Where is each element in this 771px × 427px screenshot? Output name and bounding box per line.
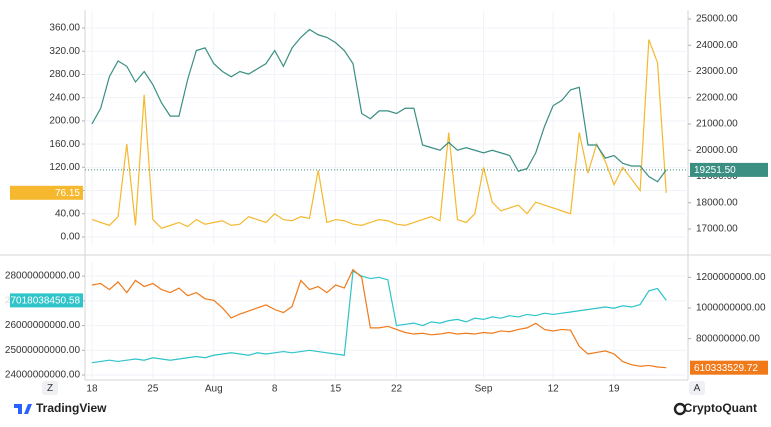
y-tick-label: 23000.00	[696, 66, 738, 77]
last-value-badge	[10, 293, 83, 308]
series-line	[91, 270, 667, 364]
last-value-badge	[690, 360, 768, 375]
last-value-label: 610333529.72	[694, 363, 758, 374]
x-tick-label: Aug	[205, 384, 223, 395]
y-tick-label: 200.00	[49, 116, 80, 127]
y-tick-label: 24000.00	[696, 40, 738, 51]
y-tick-label: 280.00	[49, 69, 80, 80]
y-tick-label: 28000000000.00	[5, 271, 81, 282]
y-tick-label: 120.00	[49, 162, 80, 173]
y-tick-label: 1000000000.00	[696, 303, 766, 314]
y-tick-label: 1200000000.00	[696, 272, 766, 283]
y-tick-label: 360.00	[49, 23, 80, 34]
brand-left: TradingView	[36, 401, 107, 415]
x-tick-label: 19	[608, 384, 620, 395]
last-value-label: 27018038450.58	[5, 296, 81, 307]
y-tick-label: 800000000.00	[696, 333, 760, 344]
y-tick-label: 0.00	[61, 232, 81, 243]
y-tick-label: 21000.00	[696, 119, 738, 130]
last-value-label: 19251.50	[694, 165, 736, 176]
y-tick-label: 320.00	[49, 46, 80, 57]
x-tick-label: 25	[147, 384, 159, 395]
x-tick-label: 12	[548, 384, 560, 395]
y-tick-label: 240.00	[49, 92, 80, 103]
tradingview-logo: TradingView	[14, 401, 107, 415]
series-line	[91, 268, 667, 369]
y-tick-label: 160.00	[49, 139, 80, 150]
y-tick-label: 25000000000.00	[5, 345, 81, 356]
y-tick-label: 25000.00	[696, 14, 738, 25]
x-tick-label: 22	[391, 384, 403, 395]
x-tick-label: 18	[86, 384, 98, 395]
last-value-label: 76.15	[55, 188, 80, 199]
brand-right: CryptoQuant	[684, 401, 757, 415]
y-tick-label: 17000.00	[696, 224, 738, 235]
axis-button[interactable]	[42, 381, 58, 395]
axis-button-label: Z	[47, 383, 53, 394]
x-tick-label: Sep	[475, 384, 493, 395]
axis-button-label: A	[694, 383, 701, 394]
y-tick-label: 22000.00	[696, 92, 738, 103]
x-tick-label: 15	[330, 384, 342, 395]
y-tick-label: 24000000000.00	[5, 370, 81, 381]
last-value-badge	[10, 185, 83, 200]
cryptoquant-logo: CryptoQuant	[673, 401, 757, 416]
logo-icon	[673, 402, 687, 416]
last-value-badge	[690, 162, 768, 177]
series-line	[91, 28, 667, 183]
y-tick-label: 18000.00	[696, 197, 738, 208]
x-tick-label: 8	[272, 384, 278, 395]
y-tick-label: 40.00	[55, 208, 80, 219]
axis-button[interactable]	[689, 381, 705, 395]
logo-icon	[14, 404, 32, 414]
y-tick-label: 26000000000.00	[5, 320, 81, 331]
y-tick-label: 20000.00	[696, 145, 738, 156]
series-line	[91, 39, 667, 229]
